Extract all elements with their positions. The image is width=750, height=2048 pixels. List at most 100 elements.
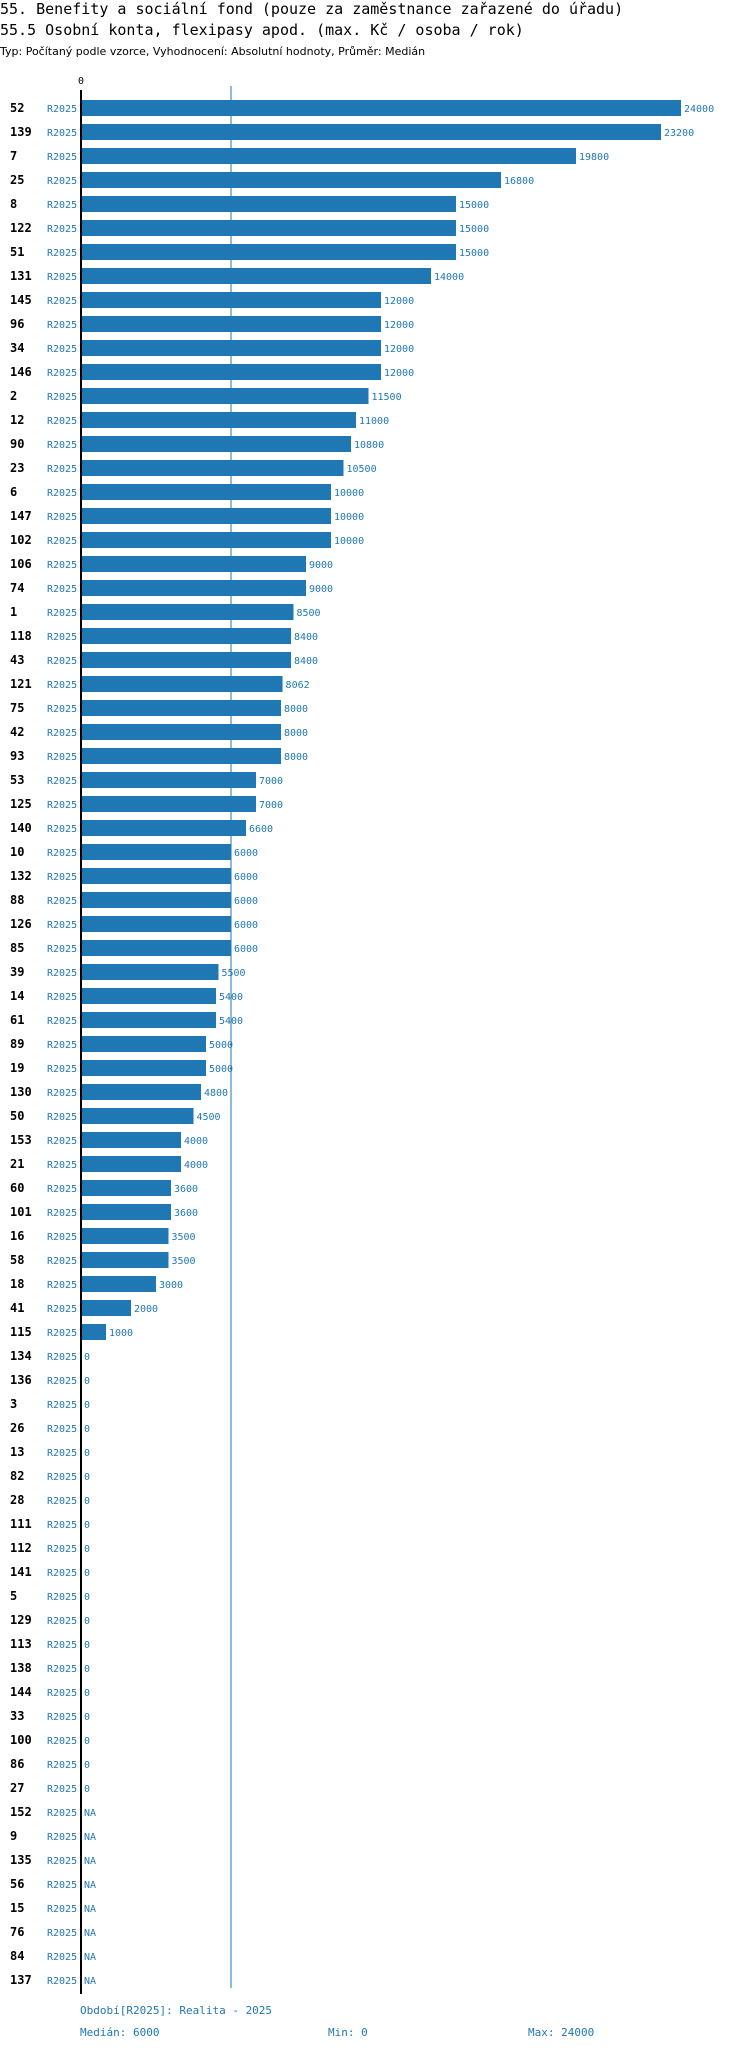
bar-value-label: 5000 bbox=[209, 1040, 233, 1051]
footer-min: Min: 0 bbox=[328, 2026, 368, 2039]
series-label: R2025 bbox=[47, 1640, 77, 1651]
bar-value-label: 0 bbox=[84, 1520, 90, 1531]
row-id-label: 146 bbox=[10, 365, 32, 379]
row-id-label: 41 bbox=[10, 1301, 24, 1315]
series-label: R2025 bbox=[47, 1616, 77, 1627]
series-label: R2025 bbox=[47, 1736, 77, 1747]
row-id-label: 12 bbox=[10, 413, 24, 427]
series-label: R2025 bbox=[47, 272, 77, 283]
series-label: R2025 bbox=[47, 1832, 77, 1843]
bar bbox=[81, 988, 216, 1004]
row-id-label: 39 bbox=[10, 965, 24, 979]
series-label: R2025 bbox=[47, 1136, 77, 1147]
row-id-label: 134 bbox=[10, 1349, 32, 1363]
bar-value-label: 0 bbox=[84, 1472, 90, 1483]
bar-value-label: 23200 bbox=[664, 128, 694, 139]
series-label: R2025 bbox=[47, 296, 77, 307]
series-label: R2025 bbox=[47, 1472, 77, 1483]
bar-value-label: 0 bbox=[84, 1616, 90, 1627]
bar-value-label: 8500 bbox=[297, 608, 321, 619]
series-label: R2025 bbox=[47, 1040, 77, 1051]
row-id-label: 111 bbox=[10, 1517, 32, 1531]
bar-value-label: 9000 bbox=[309, 584, 333, 595]
row-id-label: 153 bbox=[10, 1133, 32, 1147]
bar bbox=[81, 1132, 181, 1148]
row-id-label: 14 bbox=[10, 989, 24, 1003]
series-label: R2025 bbox=[47, 1160, 77, 1171]
series-label: R2025 bbox=[47, 1664, 77, 1675]
row-id-label: 3 bbox=[10, 1397, 17, 1411]
bar-value-label: 3500 bbox=[172, 1256, 196, 1267]
bar bbox=[81, 388, 369, 404]
series-label: R2025 bbox=[47, 176, 77, 187]
series-label: R2025 bbox=[47, 920, 77, 931]
series-label: R2025 bbox=[47, 1232, 77, 1243]
row-id-label: 56 bbox=[10, 1877, 24, 1891]
row-id-label: 131 bbox=[10, 269, 32, 283]
row-id-label: 16 bbox=[10, 1229, 24, 1243]
row-id-label: 100 bbox=[10, 1733, 32, 1747]
bar bbox=[81, 172, 501, 188]
series-label: R2025 bbox=[47, 608, 77, 619]
row-id-label: 60 bbox=[10, 1181, 24, 1195]
row-id-label: 6 bbox=[10, 485, 17, 499]
bar bbox=[81, 916, 231, 932]
row-id-label: 18 bbox=[10, 1277, 24, 1291]
bar-value-label: 15000 bbox=[459, 248, 489, 259]
series-label: R2025 bbox=[47, 1952, 77, 1963]
bar-value-label: 12000 bbox=[384, 368, 414, 379]
series-label: R2025 bbox=[47, 248, 77, 259]
bar bbox=[81, 676, 283, 692]
footer-median: Medián: 6000 bbox=[80, 2026, 160, 2039]
bar-value-label: NA bbox=[84, 1856, 96, 1867]
bar-value-label: NA bbox=[84, 1808, 96, 1819]
series-label: R2025 bbox=[47, 584, 77, 595]
bar-value-label: 12000 bbox=[384, 296, 414, 307]
bar bbox=[81, 748, 281, 764]
series-label: R2025 bbox=[47, 1520, 77, 1531]
row-id-label: 76 bbox=[10, 1925, 24, 1939]
bar-value-label: 3600 bbox=[174, 1208, 198, 1219]
bar-value-label: 10800 bbox=[354, 440, 384, 451]
series-label: R2025 bbox=[47, 392, 77, 403]
bar bbox=[81, 1252, 169, 1268]
series-label: R2025 bbox=[47, 968, 77, 979]
series-label: R2025 bbox=[47, 368, 77, 379]
row-id-label: 140 bbox=[10, 821, 32, 835]
bar-value-label: 14000 bbox=[434, 272, 464, 283]
bar-value-label: 0 bbox=[84, 1496, 90, 1507]
series-label: R2025 bbox=[47, 560, 77, 571]
chart-subtitle: 55.5 Osobní konta, flexipasy apod. (max.… bbox=[0, 21, 524, 39]
bar-value-label: 0 bbox=[84, 1688, 90, 1699]
bar-value-label: 3500 bbox=[172, 1232, 196, 1243]
bar-value-label: 0 bbox=[84, 1712, 90, 1723]
bar bbox=[81, 124, 661, 140]
bar bbox=[81, 556, 306, 572]
row-id-label: 84 bbox=[10, 1949, 24, 1963]
row-id-label: 130 bbox=[10, 1085, 32, 1099]
row-id-label: 93 bbox=[10, 749, 24, 763]
bar-value-label: 8000 bbox=[284, 728, 308, 739]
row-id-label: 118 bbox=[10, 629, 32, 643]
bar bbox=[81, 460, 344, 476]
row-id-label: 139 bbox=[10, 125, 32, 139]
series-label: R2025 bbox=[47, 1760, 77, 1771]
bar-value-label: 0 bbox=[84, 1352, 90, 1363]
bar-value-label: 8400 bbox=[294, 656, 318, 667]
series-label: R2025 bbox=[47, 512, 77, 523]
bar-value-label: 0 bbox=[84, 1376, 90, 1387]
row-id-label: 26 bbox=[10, 1421, 24, 1435]
series-label: R2025 bbox=[47, 632, 77, 643]
series-label: R2025 bbox=[47, 848, 77, 859]
bar bbox=[81, 772, 256, 788]
row-id-label: 1 bbox=[10, 605, 17, 619]
row-id-label: 96 bbox=[10, 317, 24, 331]
bar-value-label: 1000 bbox=[109, 1328, 133, 1339]
row-id-label: 137 bbox=[10, 1973, 32, 1987]
bar-value-label: 16800 bbox=[504, 176, 534, 187]
bar bbox=[81, 1036, 206, 1052]
bar-value-label: 10000 bbox=[334, 536, 364, 547]
bar-value-label: 19800 bbox=[579, 152, 609, 163]
bar bbox=[81, 964, 219, 980]
bar-value-label: 0 bbox=[84, 1544, 90, 1555]
